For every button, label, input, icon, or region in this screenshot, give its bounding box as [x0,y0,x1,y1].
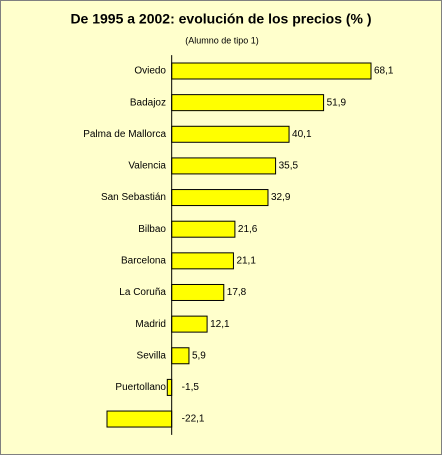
value-label: -22,1 [182,414,205,425]
bar [166,378,173,396]
bar [171,347,190,365]
value-label: 32,9 [271,192,291,203]
category-label: Madrid [135,319,166,330]
bar [171,157,277,175]
value-label: 21,1 [236,255,256,266]
value-label: 35,5 [279,161,299,172]
bar [171,220,236,238]
value-label: 12,1 [210,319,230,330]
bar [171,315,208,333]
bar [171,125,290,143]
value-label: 51,9 [327,97,347,108]
value-label: 40,1 [292,129,312,140]
category-label: Bilbao [138,224,166,235]
category-label: La Coruña [119,287,166,298]
bar [171,283,225,301]
value-label: 5,9 [192,350,206,361]
bar [106,410,173,428]
category-label: San Sebastián [101,192,166,203]
value-label: 17,8 [227,287,247,298]
category-label: Valencia [128,161,166,172]
chart-title: De 1995 a 2002: evolución de los precios… [70,11,371,27]
bar [171,94,325,112]
category-label: Sevilla [137,350,167,361]
category-label: Barcelona [121,255,166,266]
bar [171,252,234,270]
value-label: -1,5 [182,382,200,393]
chart-subtitle: (Alumno de tipo 1) [185,35,259,45]
category-label: Puertollano [115,382,166,393]
category-label: Badajoz [130,97,166,108]
value-label: 68,1 [374,66,394,77]
category-label: Oviedo [134,66,166,77]
value-label: 21,6 [238,224,258,235]
bar [171,189,269,207]
bar [171,62,372,80]
category-label: Palma de Mallorca [83,129,166,140]
